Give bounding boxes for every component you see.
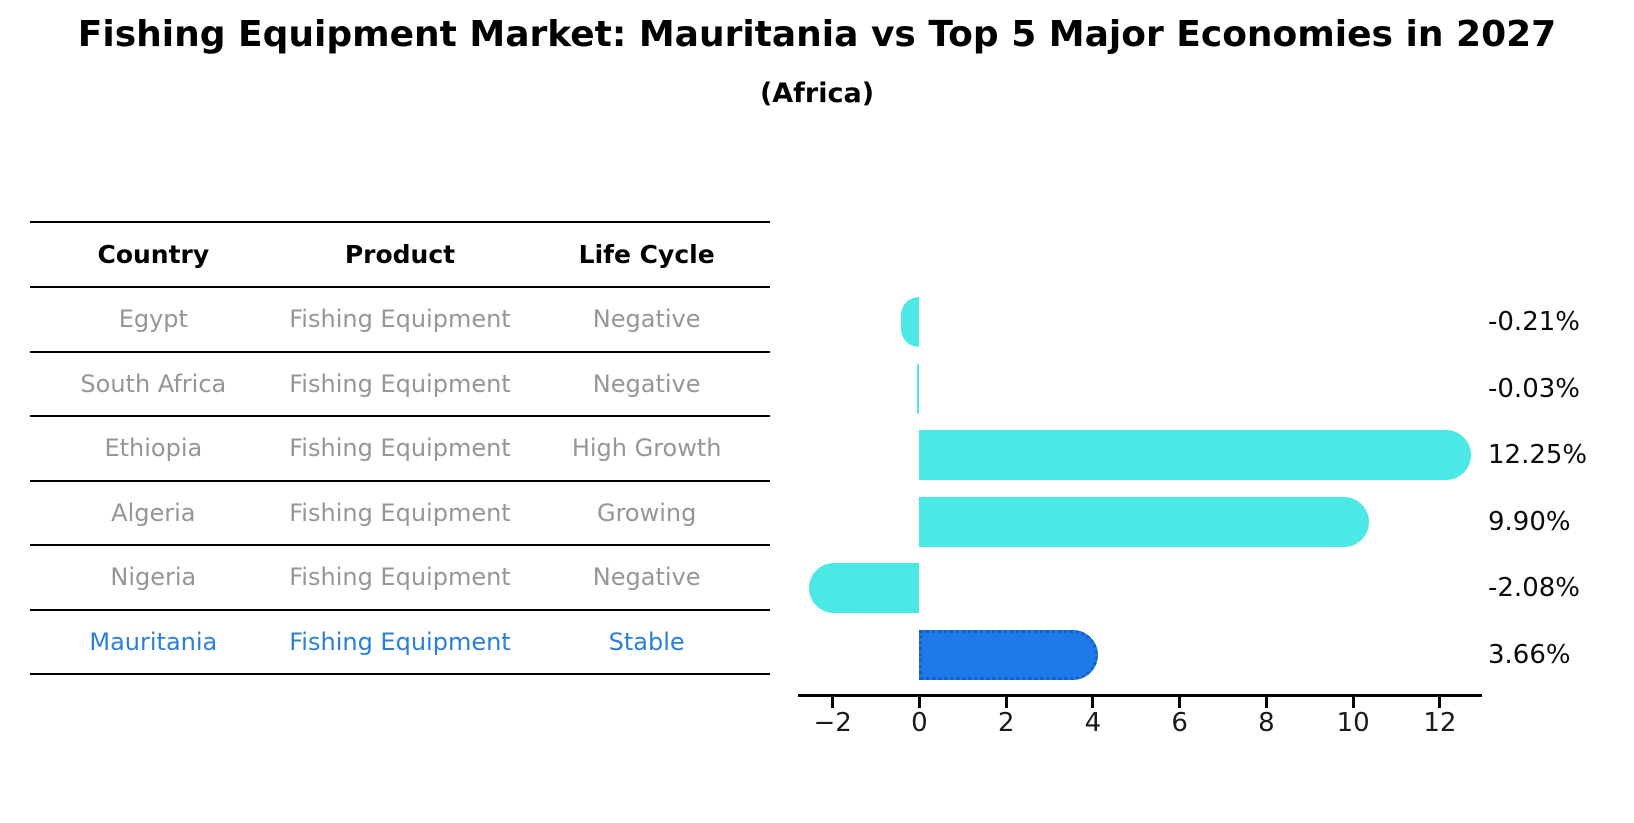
table-header-row: Country Product Life Cycle [30, 222, 770, 287]
cell-country: Nigeria [110, 563, 197, 592]
table-row: Mauritania Fishing Equipment Stable [30, 610, 770, 674]
x-axis-tick [1264, 697, 1268, 708]
cell-country: Mauritania [89, 627, 218, 656]
bar-mauritania [919, 629, 1099, 680]
cell-country: Egypt [118, 305, 188, 334]
table-column-header: Country [97, 240, 210, 269]
bar-value-label: -0.21% [1488, 307, 1580, 337]
x-axis-tick [1438, 697, 1442, 708]
bar-value-label: 9.90% [1488, 506, 1571, 537]
comparison-table: Country Product Life Cycle Egypt Fishing Eq… [30, 221, 770, 675]
table-row: South Africa Fishing Equipment Negative [30, 352, 770, 416]
x-axis-tick [1091, 697, 1095, 708]
cell-life-cycle: Negative [592, 305, 701, 334]
cell-product: Fishing Equipment [289, 305, 511, 334]
table-body: Egypt Fishing Equipment Negative South Afri… [30, 287, 770, 674]
x-axis-tick-label: 10 [1336, 708, 1370, 738]
table-column-header: Product [344, 240, 456, 269]
bar-egypt [901, 297, 920, 347]
page-title: Fishing Equipment Market: Mauritania vs … [77, 14, 1557, 55]
x-axis-tick-label: −2 [813, 708, 852, 738]
cell-country: Algeria [111, 498, 196, 527]
bar-south-africa [916, 363, 920, 414]
page-subtitle: (Africa) [759, 78, 875, 109]
x-axis-tick [1178, 697, 1182, 708]
x-axis-tick-label: 2 [997, 708, 1015, 738]
x-axis-tick [1351, 697, 1355, 708]
cell-product: Fishing Equipment [289, 369, 511, 398]
bar-ethiopia [919, 430, 1471, 480]
cell-country: South Africa [80, 369, 227, 398]
x-axis-line [798, 694, 1482, 697]
bar-value-label: 12.25% [1488, 440, 1588, 470]
x-axis-tick [917, 697, 921, 708]
cell-life-cycle: Negative [592, 369, 701, 398]
table-row: Ethiopia Fishing Equipment High Growth [30, 416, 770, 481]
cell-country: Ethiopia [104, 434, 203, 463]
bar-value-label: 3.66% [1488, 639, 1571, 670]
x-axis-tick-label: 0 [911, 708, 928, 738]
table-row: Egypt Fishing Equipment Negative [30, 287, 770, 352]
cell-product: Fishing Equipment [289, 434, 511, 463]
bar-algeria [919, 496, 1369, 547]
bar-nigeria [809, 563, 920, 613]
cell-product: Fishing Equipment [289, 498, 511, 527]
x-axis-tick-label: 12 [1423, 708, 1457, 738]
table-header: Country Product Life Cycle [30, 222, 770, 287]
cell-product: Fishing Equipment [289, 627, 511, 656]
x-axis-tick-label: 4 [1084, 708, 1102, 738]
table-row: Algeria Fishing Equipment Growing [30, 481, 770, 545]
cell-life-cycle: Growing [596, 498, 697, 527]
x-axis-tick [1004, 697, 1008, 708]
x-axis-tick-label: 6 [1171, 708, 1188, 738]
table-row: Nigeria Fishing Equipment Negative [30, 545, 770, 610]
x-axis-tick-label: 8 [1258, 708, 1275, 738]
cell-life-cycle: Stable [608, 627, 685, 656]
bar-value-label: -0.03% [1488, 373, 1580, 404]
cell-life-cycle: Negative [592, 563, 701, 592]
table-column-header: Life Cycle [578, 240, 715, 269]
x-axis-tick [831, 697, 835, 708]
cell-life-cycle: High Growth [571, 434, 722, 463]
bar-value-label: -2.08% [1488, 573, 1580, 603]
cell-product: Fishing Equipment [289, 563, 511, 592]
